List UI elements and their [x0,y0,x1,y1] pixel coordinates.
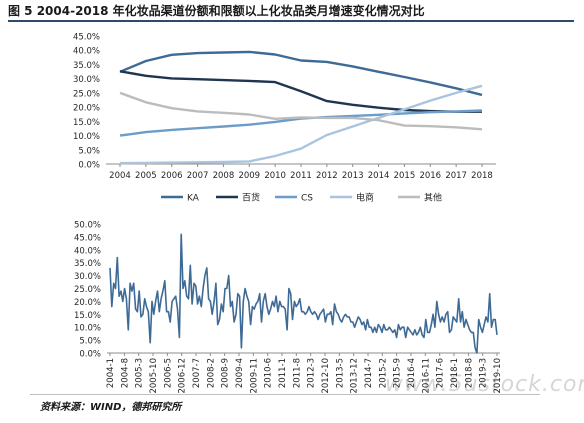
chart1-y-tick-label: 25.0% [73,89,100,99]
chart2-x-tick-label: 2011-8 [292,358,302,388]
chart1-series-line [119,91,483,131]
chart1-y-tick-label: 40.0% [73,47,100,57]
chart2-x-tick-label: 2016-4 [407,358,417,388]
chart1-legend-label: KA [187,194,200,204]
chart2-x-tick-label: 2015-2 [378,358,388,388]
chart2-x-tick-label: 2013-12 [350,358,360,394]
chart2-x-tick-label: 2009-11 [249,358,259,394]
chart1-y-tick-label: 30.0% [73,75,100,85]
chart1-x-tick-label: 2009 [238,171,260,181]
chart2-y-tick-label: 5.0% [79,337,101,347]
chart2-y-tick-label: 30.0% [74,272,101,282]
chart2-y-tick-label: 25.0% [74,285,101,295]
chart2-x-tick-label: 2012-10 [321,358,331,394]
chart2-x-tick-label: 2018-8 [464,358,474,388]
chart2-y-tick-label: 10.0% [74,324,101,334]
chart1-legend-label: 电商 [356,192,374,204]
chart2-y-tick-label: 50.0% [74,221,101,231]
chart1-x-tick-label: 2004 [109,171,131,181]
chart2-x-tick-label: 2015-9 [393,358,403,388]
chart1-x-tick-label: 2018 [471,171,493,181]
chart2-x-tick-label: 2017-6 [436,358,446,388]
chart1-x-tick-label: 2005 [135,171,157,181]
chart1-legend-label: CS [301,194,313,204]
chart2-x-tick-label: 2016-11 [421,358,431,394]
chart1-x-tick-label: 2006 [161,171,183,181]
source-divider [30,394,540,395]
chart1-x-tick-label: 2007 [187,171,209,181]
chart1-y-tick-label: 15.0% [73,118,100,128]
chart1-y-tick-label: 45.0% [73,33,100,43]
chart2-x-tick-label: 2004-1 [106,358,116,388]
chart2-x-tick-label: 2012-3 [307,358,317,388]
chart1-y-tick-label: 0.0% [78,161,100,171]
watermark: www.5ustock.com [385,372,584,397]
source-note: 资料来源：WIND，德邦研究所 [40,402,182,413]
chart2-x-tick-label: 2018-1 [450,358,460,388]
chart1-x-tick-label: 2008 [213,171,235,181]
chart1-x-tick-label: 2016 [419,171,441,181]
chart2-x-tick-label: 2014-7 [364,358,374,388]
chart1-y-tick-label: 10.0% [73,132,100,142]
chart2-y-tick-label: 45.0% [74,233,101,243]
chart1-series-line [119,70,482,113]
chart1-x-tick-label: 2010 [264,171,286,181]
chart2-x-tick-label: 2005-10 [149,358,159,394]
chart2-x-tick-label: 2004-8 [120,358,130,388]
chart2-x-tick-label: 2019-10 [493,358,503,394]
chart1-x-tick-label: 2017 [445,171,467,181]
chart2-x-tick-label: 2010-6 [264,358,274,388]
chart2-y-tick-label: 40.0% [74,246,101,256]
chart2-y-tick-label: 20.0% [74,298,101,308]
chart2-x-tick-label: 2009-4 [235,358,245,388]
chart2-x-tick-label: 2008-9 [221,358,231,388]
chart2-x-tick-label: 2011-1 [278,358,288,388]
chart2-y-tick-label: 15.0% [74,311,101,321]
chart2-y-tick-label: 0.0% [79,350,101,360]
chart2-x-tick-label: 2006-5 [163,358,173,388]
chart2-x-tick-label: 2007-7 [192,358,202,388]
chart2-x-tick-label: 2006-12 [178,358,188,394]
chart2-y-tick-label: 35.0% [74,259,101,269]
chart1-series-line [119,50,483,97]
chart1-y-tick-label: 5.0% [78,146,100,156]
chart1-y-tick-label: 35.0% [73,61,100,71]
chart1-legend-label: 百货 [242,192,260,204]
chart1-x-tick-label: 2013 [342,171,364,181]
chart1-legend-label: 其他 [424,192,442,204]
chart1-series-line [119,84,483,165]
chart1-x-tick-label: 2012 [316,171,338,181]
chart2-x-tick-label: 2013-5 [335,358,345,388]
chart2-x-tick-label: 2008-2 [206,358,216,388]
chart2-series-line [109,233,498,354]
figure-title: 图 5 2004-2018 年化妆品渠道份额和限额以上化妆品类月增速变化情况对比 [8,2,574,22]
chart1-series-line [119,109,483,137]
chart2-x-tick-label: 2019-3 [479,358,489,388]
chart2-x-tick-label: 2005-3 [135,358,145,388]
chart1-x-tick-label: 2015 [394,171,416,181]
chart1-y-tick-label: 20.0% [73,104,100,114]
chart1-x-tick-label: 2011 [290,171,312,181]
chart1-x-tick-label: 2014 [368,171,390,181]
